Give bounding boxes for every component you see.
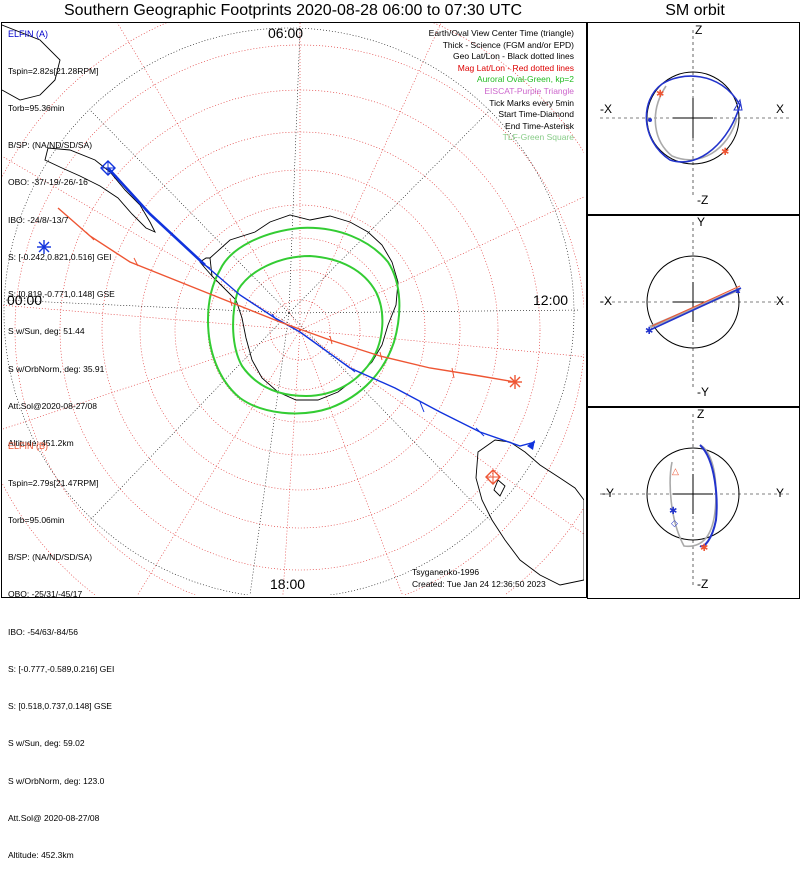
svg-text:△: △ (672, 466, 679, 476)
elfin-a-end-asterisk (37, 240, 51, 254)
svg-text:✱: ✱ (645, 326, 653, 337)
clock-label-left: 00:00 (7, 292, 43, 308)
elfin-b-line: Tspin=2.79s[21.47RPM] (8, 477, 99, 488)
sm-axis-label: Y (697, 215, 706, 229)
sm-axis-label: -Y (602, 486, 614, 500)
legend-entry: Auroral Oval-Green, kp=2 (476, 74, 574, 85)
elfin-a-line: OBO: -37/-19/-26/-16 (8, 177, 88, 188)
legend-entry: End Time-Asterisk (505, 120, 574, 131)
elfin-b-end-asterisk (508, 375, 522, 389)
legend-entry: EISCAT-Purple Triangle (484, 85, 574, 96)
sm-orbit-panels: ✱ ✱ ✱ ▲ △ ✱ ◇ ✱ (600, 30, 790, 588)
elfin-a-line: S: [-0.242,0.821,0.516] GEI (8, 251, 112, 262)
svg-text:✱: ✱ (669, 506, 677, 517)
elfin-a-track (37, 160, 536, 450)
legend-entry: Start Time-Diamond (498, 109, 574, 120)
elfin-a-line: IBO: -24/8/-13/7 (8, 214, 69, 225)
sm-orbit-title: SM orbit (665, 2, 725, 19)
sm-panel-xy: ✱ ▲ (600, 222, 790, 388)
elfin-b-header: ELFIN (B) (8, 441, 49, 451)
clock-label-top: 06:00 (268, 25, 304, 41)
elfin-a-header: ELFIN (A) (8, 29, 49, 39)
legend-entry: Mag Lat/Lon - Red dotted lines (457, 62, 574, 73)
sm-axis-label: Z (695, 23, 703, 37)
svg-text:▲: ▲ (734, 286, 742, 295)
svg-text:✱: ✱ (656, 89, 664, 100)
sm-axis-label: X (776, 294, 785, 308)
legend-entry: Earth/Oval View Center Time (triangle) (428, 28, 574, 38)
plot-title: Southern Geographic Footprints 2020-08-2… (63, 2, 523, 19)
geo-lat-circles (3, 27, 575, 595)
elfin-a-line: S w/OrbNorm, deg: 35.91 (8, 363, 105, 374)
elfin-b-line: OBO: -25/31/-45/17 (8, 589, 83, 600)
clock-label-right: 12:00 (533, 292, 569, 308)
map-legend: Earth/Oval View Center Time (triangle) T… (429, 28, 574, 144)
elfin-b-track (57, 207, 522, 485)
elfin-a-info: Tspin=2.82s[21.28RPM] Torb=95.36min B/SP… (8, 40, 115, 462)
elfin-b-line: Torb=95.06min (8, 515, 65, 526)
sm-axis-label: -X (600, 294, 612, 308)
sm-axis-label: Z (697, 407, 705, 421)
elfin-b-line: Att.Sol@ 2020-08-27/08 (8, 812, 100, 823)
legend-entry: TLF-Green Square (502, 132, 574, 143)
elfin-a-line: S: [0.819,-0.771,0.148] GSE (8, 289, 115, 300)
elfin-a-line: Torb=95.36min (8, 103, 65, 114)
sm-axis-label: Y (776, 486, 785, 500)
elfin-b-line: B/SP: (NA/ND/SD/SA) (8, 552, 93, 563)
sm-axis-label: -Y (697, 385, 709, 399)
polar-map (2, 23, 584, 595)
legend-entry: Geo Lat/Lon - Black dotted lines (453, 51, 574, 62)
sm-panel-xz: ✱ ✱ (600, 30, 790, 196)
elfin-b-line: S w/Sun, deg: 59.02 (8, 738, 85, 749)
legend-entry: Thick - Science (FGM and/or EPD) (442, 39, 574, 50)
sm-axis-label: -Z (697, 193, 709, 207)
auroral-oval (206, 226, 401, 415)
sm-axis-label: X (776, 102, 785, 116)
elfin-b-line: Altitude: 452.3km (8, 850, 74, 860)
svg-text:✱: ✱ (700, 543, 708, 554)
svg-text:✱: ✱ (721, 147, 729, 158)
model-label: Tsyganenko-1996 (412, 567, 480, 577)
elfin-a-view-triangle (527, 440, 535, 450)
elfin-a-line: Tspin=2.82s[21.28RPM] (8, 65, 99, 76)
elfin-a-line: B/SP: (NA/ND/SD/SA) (8, 140, 93, 151)
sm-axis-label: -Z (697, 577, 709, 591)
svg-text:◇: ◇ (671, 518, 678, 528)
created-label: Created: Tue Jan 24 12:36:50 2023 (412, 579, 546, 589)
elfin-b-line: S: [-0.777,-0.589,0.216] GEI (8, 663, 115, 674)
elfin-b-line: S: [0.518,0.737,0.148] GSE (8, 701, 112, 712)
legend-entry: Tick Marks every 5min (489, 97, 574, 108)
elfin-a-line: S w/Sun, deg: 51.44 (8, 326, 85, 337)
elfin-a-line: Altitude: 451.2km (8, 438, 74, 448)
map-frame (1, 22, 587, 598)
sm-axis-label: -X (600, 102, 612, 116)
elfin-b-line: IBO: -54/63/-84/56 (8, 626, 78, 637)
elfin-b-line: S w/OrbNorm, deg: 123.0 (8, 775, 105, 786)
sm-panel-yz: △ ✱ ◇ ✱ (600, 414, 790, 588)
elfin-a-line: Att.Sol@2020-08-27/08 (8, 400, 97, 411)
clock-label-bottom: 18:00 (270, 576, 306, 592)
